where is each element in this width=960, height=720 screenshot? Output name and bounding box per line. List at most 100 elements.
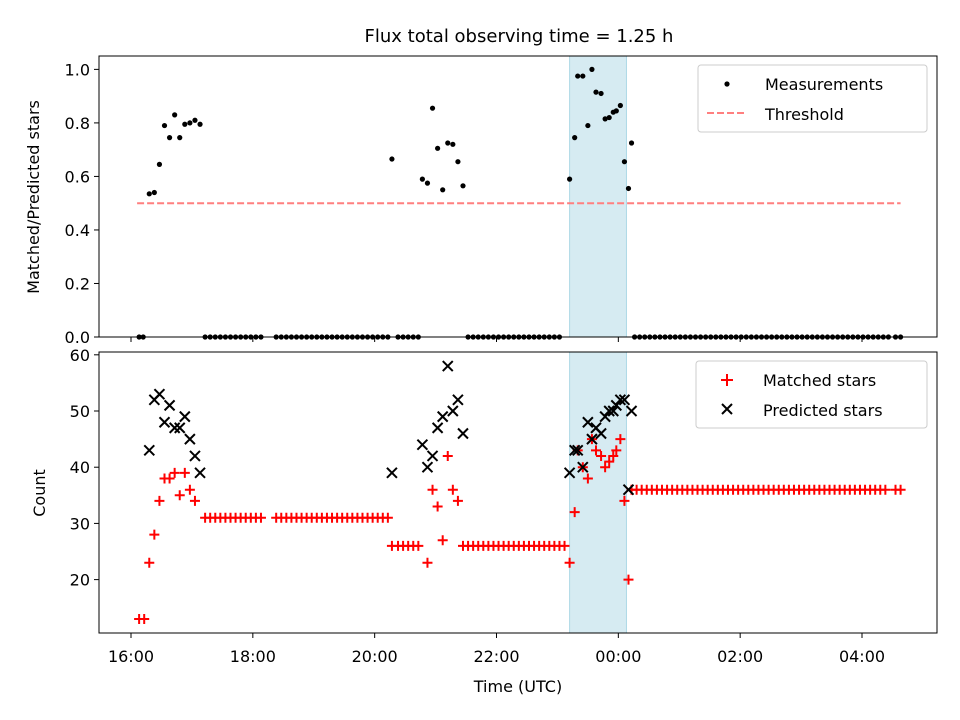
legend-measurements-marker — [724, 81, 730, 87]
bottom-panel-ylabel: Count — [30, 469, 49, 517]
matched-stars-point — [564, 557, 575, 568]
y-tick-label: 0.4 — [65, 221, 90, 240]
legend-measurements-label: Measurements — [765, 75, 883, 94]
measurement-point — [445, 140, 451, 146]
predicted-stars-point — [153, 388, 166, 400]
matched-stars-point — [569, 507, 580, 518]
predicted-stars-point — [603, 405, 615, 417]
bottom-panel: 20 30 40 50 60 16:00 18:00 20:00 22:00 00:00 02:0… — [30, 346, 938, 696]
matched-stars-point — [437, 535, 448, 546]
predicted-stars-point — [436, 410, 449, 423]
bottom-legend-box — [695, 360, 928, 429]
predicted-stars-point — [614, 394, 627, 406]
matched-stars-point — [619, 495, 630, 506]
legend-matched-label: Matched stars — [763, 371, 876, 390]
matched-stars-point — [413, 540, 424, 551]
measurement-point — [440, 187, 446, 193]
top-legend: Measurements Threshold — [697, 64, 928, 133]
predicted-stars-point — [179, 410, 191, 423]
measurement-point — [419, 176, 425, 182]
measurement-point — [613, 108, 619, 114]
matched-stars-point — [447, 484, 458, 495]
predicted-stars-point — [447, 405, 459, 417]
legend-threshold-label: Threshold — [764, 105, 844, 124]
measurement-point — [460, 183, 466, 189]
top-panel-shade — [569, 55, 627, 338]
x-tick-label: 02:00 — [717, 647, 763, 666]
matched-stars-point — [189, 495, 200, 506]
x-tick-label: 20:00 — [352, 647, 398, 666]
matched-stars-point — [452, 495, 463, 506]
legend-predicted-label: Predicted stars — [763, 401, 883, 420]
predicted-stars-point — [457, 427, 469, 440]
matched-stars-point — [184, 484, 195, 495]
bottom-panel-frame — [98, 351, 938, 634]
x-tick-label: 04:00 — [839, 647, 885, 666]
matched-stars-point — [590, 445, 601, 456]
predicted-stars-point — [184, 433, 196, 445]
measurement-point — [146, 191, 152, 197]
matched-stars-point — [442, 450, 453, 461]
matched-stars-point — [174, 490, 185, 501]
y-tick-label: 0.2 — [65, 274, 90, 293]
predicted-stars-point — [168, 422, 181, 434]
predicted-stars-point — [618, 394, 631, 406]
measurement-point — [177, 135, 183, 141]
y-tick-label: 0.6 — [65, 167, 90, 186]
predicted-stars-point — [442, 360, 454, 372]
measurement-point — [161, 122, 168, 129]
predicted-stars-point — [607, 405, 619, 417]
matched-stars-point — [596, 450, 607, 461]
matched-stars-point — [432, 501, 443, 512]
predicted-stars-point — [625, 405, 638, 417]
y-tick-label: 1.0 — [65, 60, 90, 79]
measurement-point — [450, 141, 456, 147]
y-tick-label: 20 — [70, 571, 90, 590]
y-tick-label: 30 — [70, 514, 90, 533]
matched-stars-point — [615, 434, 626, 445]
y-tick-label: 40 — [70, 458, 90, 477]
matched-stars-point — [600, 462, 611, 473]
measurement-point — [617, 102, 623, 109]
matched-stars-point — [608, 450, 619, 461]
predicted-stars-point — [189, 450, 201, 462]
predicted-stars-point — [416, 439, 429, 451]
predicted-stars-point — [194, 467, 206, 479]
matched-stars-point — [255, 512, 266, 523]
matched-stars-point — [164, 473, 175, 484]
top-legend-box — [697, 64, 928, 133]
top-panel-ylabel: Matched/Predicted stars — [24, 100, 43, 294]
measurement-point — [389, 156, 395, 162]
matched-stars-point — [149, 529, 160, 540]
measurement-point — [628, 140, 635, 146]
predicted-stars-point — [431, 422, 444, 434]
predicted-stars-point — [426, 450, 439, 462]
measurement-point — [187, 120, 193, 126]
measurement-point — [172, 112, 178, 118]
bottom-legend: Matched stars Predicted stars — [695, 360, 928, 429]
chart-title: Flux total observing time = 1.25 h — [365, 26, 674, 47]
matched-stars-point — [559, 540, 570, 551]
measurement-point — [602, 116, 608, 122]
measurement-point — [156, 161, 163, 167]
matched-stars-point — [382, 512, 393, 523]
measurement-point — [567, 176, 573, 182]
predicted-stars-point — [158, 416, 171, 428]
y-tick-label: 0.8 — [65, 114, 90, 133]
measurement-point — [625, 185, 632, 192]
matched-stars-point — [144, 557, 155, 568]
matched-stars-point — [422, 557, 433, 568]
predicted-stars-point — [582, 416, 594, 428]
matched-stars-point — [169, 467, 180, 478]
matched-stars-point — [154, 495, 165, 506]
top-panel: 0.0 0.2 0.4 0.6 0.8 1.0 Matched/Predicted sta… — [24, 55, 938, 347]
matched-stars-point — [582, 473, 593, 484]
predicted-stars-point — [452, 394, 464, 406]
legend-predicted-marker — [721, 403, 733, 415]
matched-stars-point — [139, 613, 150, 624]
predicted-stars-point — [174, 422, 186, 434]
x-tick-label: 00:00 — [595, 647, 641, 666]
measurement-point — [455, 159, 461, 165]
measurement-point — [572, 135, 578, 141]
